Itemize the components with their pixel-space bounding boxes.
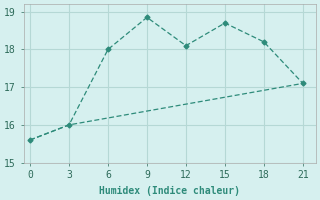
X-axis label: Humidex (Indice chaleur): Humidex (Indice chaleur) <box>99 186 240 196</box>
